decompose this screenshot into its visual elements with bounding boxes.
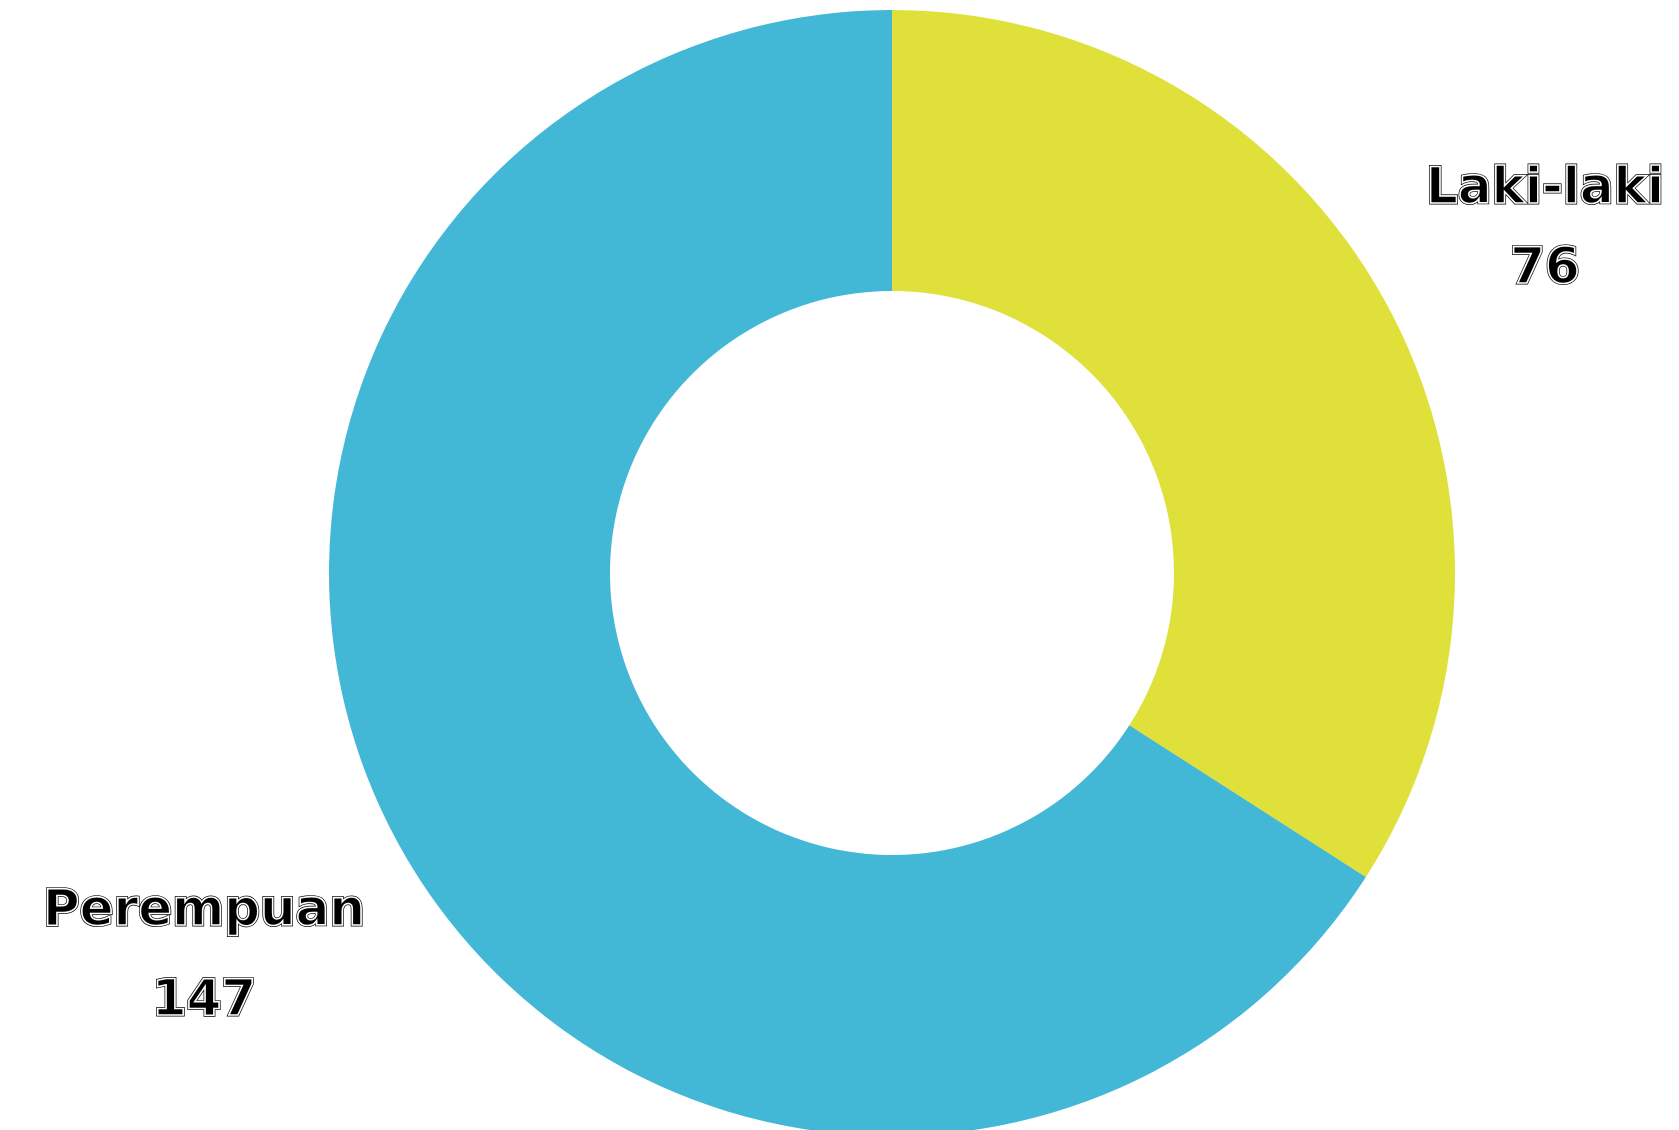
slice-value-laki-laki: 76: [1510, 237, 1580, 295]
slice-laki-laki: [892, 10, 1455, 878]
slice-label-laki-laki: Laki-laki: [1426, 157, 1664, 215]
slice-label-highlight-perempuan: Perempuan: [43, 879, 365, 937]
slice-value-highlight-perempuan: 147: [152, 969, 256, 1027]
slice-label-highlight-laki-laki: Laki-laki: [1426, 157, 1664, 215]
slice-value-highlight-laki-laki: 76: [1510, 237, 1580, 295]
slice-label-perempuan: Perempuan: [43, 879, 365, 937]
slice-perempuan: [329, 10, 1366, 1130]
slice-value-perempuan: 147: [152, 969, 256, 1027]
